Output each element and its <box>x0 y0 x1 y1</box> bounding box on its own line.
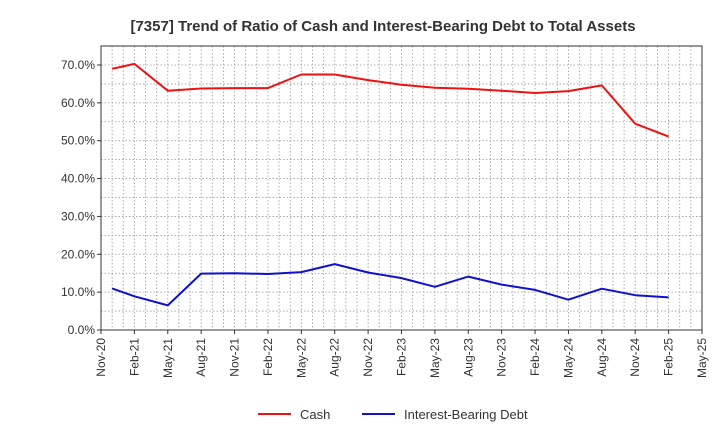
chart-title: [7357] Trend of Ratio of Cash and Intere… <box>130 18 635 35</box>
x-tick-label: Nov-21 <box>228 338 242 377</box>
legend-label: Interest-Bearing Debt <box>404 407 528 422</box>
x-tick-label: Aug-22 <box>328 338 342 377</box>
y-tick-label: 70.0% <box>61 58 95 72</box>
y-tick-label: 20.0% <box>61 247 95 261</box>
x-tick-label: May-23 <box>428 338 442 378</box>
series-line-cash <box>111 62 669 138</box>
x-tick-label: Feb-25 <box>662 338 676 376</box>
x-tick-label: May-22 <box>294 338 308 378</box>
series-lines <box>111 62 669 307</box>
series-line-interest-bearing-debt <box>111 263 669 307</box>
y-tick-label: 40.0% <box>61 172 95 186</box>
y-tick-label: 60.0% <box>61 96 95 110</box>
x-tick-label: Nov-22 <box>361 338 375 377</box>
x-tick-label: Nov-20 <box>94 338 108 377</box>
y-tick-label: 10.0% <box>61 285 95 299</box>
legend: Cash Interest-Bearing Debt <box>258 407 528 422</box>
x-tick-label: May-21 <box>161 338 175 378</box>
x-tick-label: Feb-21 <box>127 338 141 376</box>
x-tick-label: Nov-23 <box>495 338 509 377</box>
x-tick-label: Aug-23 <box>461 338 475 377</box>
y-axis-ticks: 0.0% 10.0% 20.0% 30.0% 40.0% 50.0% 60.0% 70.0% <box>61 58 101 337</box>
x-tick-label: May-25 <box>695 338 709 378</box>
x-tick-label: Aug-21 <box>194 338 208 377</box>
x-tick-label: Feb-23 <box>395 338 409 376</box>
y-tick-label: 0.0% <box>68 323 96 337</box>
x-axis-ticks: Nov-20 Feb-21 May-21 Aug-21 Nov-21 Feb-22 May-… <box>94 330 709 378</box>
x-tick-label: Feb-22 <box>261 338 275 376</box>
x-tick-label: Nov-24 <box>628 338 642 377</box>
legend-label: Cash <box>300 407 330 422</box>
y-tick-label: 50.0% <box>61 134 95 148</box>
x-tick-label: Feb-24 <box>528 338 542 376</box>
y-tick-label: 30.0% <box>61 209 95 223</box>
x-tick-label: Aug-24 <box>595 338 609 377</box>
x-tick-label: May-24 <box>561 338 575 378</box>
